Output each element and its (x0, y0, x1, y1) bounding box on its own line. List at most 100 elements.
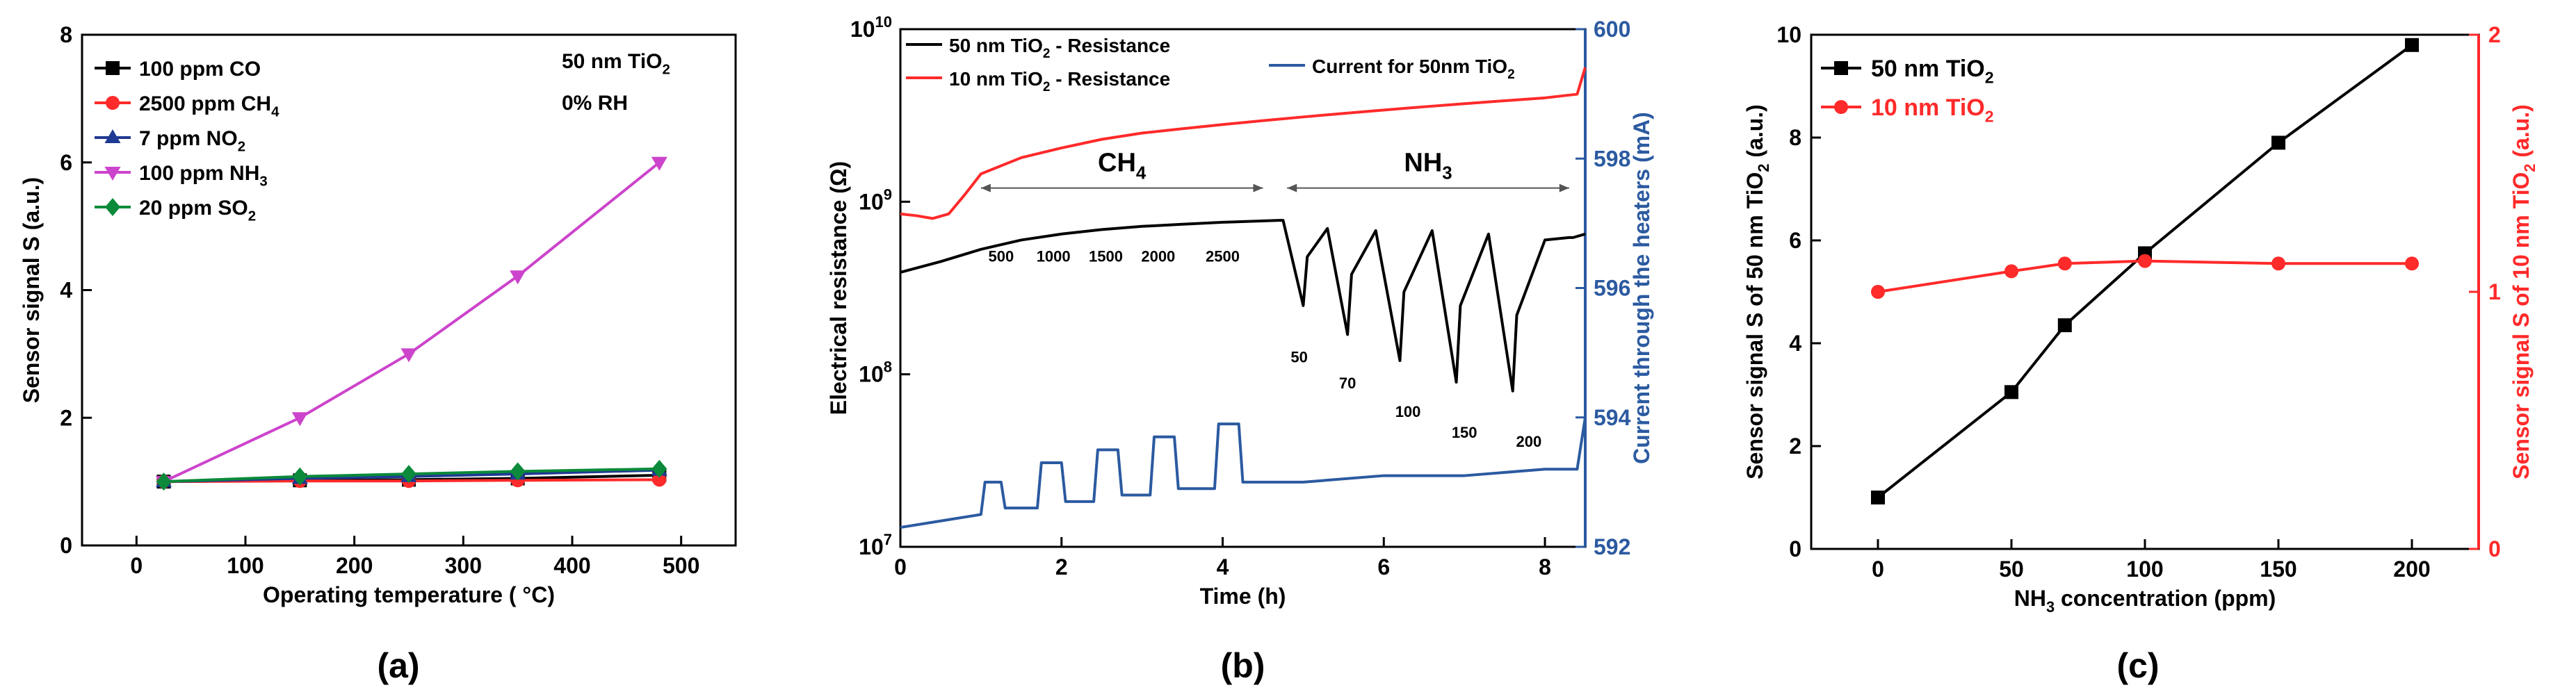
y2-tick-label: 1 (2488, 279, 2501, 304)
series-line (900, 67, 1587, 220)
concentration-label: 500 (988, 247, 1014, 265)
gas-arrow-head (1287, 183, 1297, 192)
y2-tick-label: 598 (1594, 146, 1630, 171)
annotation-humidity: 0% RH (562, 92, 628, 115)
data-point (651, 459, 667, 478)
y-tick-label: 8 (60, 22, 72, 47)
legend-marker (105, 198, 120, 216)
y2-tick-label: 594 (1594, 405, 1631, 430)
data-point (2004, 264, 2018, 279)
panel-label: (b) (1221, 646, 1265, 685)
data-point (156, 472, 172, 491)
panel-b-chart: 0 2 4 6 8 107 108 109 1010 592 594 596 598 600 Time (h… (826, 13, 1654, 685)
y2-tick-label: 592 (1594, 534, 1630, 559)
x-axis-label: NH3 concentration (ppm) (2014, 586, 2276, 616)
legend-entry: 50 nm TiO2 - Resistance (949, 35, 1170, 61)
data-point (1871, 285, 1885, 299)
x-tick-label: 400 (553, 553, 590, 578)
x-tick-label: 0 (130, 553, 143, 578)
y-tick-label: 0 (60, 533, 72, 558)
gas-arrow-head (1253, 183, 1263, 192)
legend-entry: 100 ppm NH3 (139, 162, 268, 189)
y-axis-label: Sensor signal S (a.u.) (19, 177, 44, 403)
legend-entry: 20 ppm SO2 (139, 197, 256, 224)
data-point (400, 348, 417, 363)
x-tick-label: 50 (1999, 557, 2024, 582)
y-tick-label: 109 (859, 186, 892, 214)
legend-entry: 10 nm TiO2 (1871, 94, 1994, 126)
x-axis-label: Time (h) (1200, 584, 1286, 609)
x-axis-label: Operating temperature ( °C) (263, 582, 555, 607)
y2-tick-label: 596 (1594, 276, 1630, 301)
x-tick-label: 100 (2126, 557, 2163, 582)
data-point (510, 270, 526, 285)
data-point (2271, 256, 2285, 271)
gas-arrow-head (1559, 183, 1569, 192)
legend-marker (104, 167, 121, 181)
y2-tick-label: 2 (2488, 22, 2501, 47)
x-tick-label: 150 (2260, 557, 2296, 582)
legend-entry: 7 ppm NO2 (139, 127, 245, 154)
x-tick-label: 0 (1872, 557, 1884, 582)
data-point (510, 462, 526, 481)
x-tick-label: 4 (1217, 554, 1229, 579)
data-point (2405, 256, 2419, 271)
x-tick-label: 500 (663, 553, 699, 578)
concentration-label: 2000 (1141, 247, 1175, 265)
gas-label: NH3 (1404, 149, 1452, 183)
y-tick-label: 1010 (850, 13, 892, 42)
series-line (1877, 259, 2412, 293)
series-line (900, 219, 1586, 393)
y-tick-label: 107 (859, 531, 892, 559)
y-axis-label: Electrical resistance (Ω) (826, 161, 851, 415)
concentration-label: 200 (1516, 433, 1542, 450)
x-tick-label: 200 (2393, 557, 2430, 582)
data-point (651, 156, 667, 171)
data-point (2138, 254, 2152, 268)
y-tick-label: 6 (60, 150, 72, 175)
legend-entry: 10 nm TiO2 - Resistance (949, 68, 1170, 94)
legend-entry: 100 ppm CO (139, 58, 261, 81)
data-point (401, 465, 416, 484)
y-tick-label: 4 (1789, 331, 1801, 356)
x-tick-label: 6 (1377, 554, 1390, 579)
y2-axis-label: Sensor signal S of 10 nm TiO2 (a.u.) (2509, 104, 2538, 479)
concentration-label: 1500 (1089, 247, 1123, 265)
legend-marker (1834, 61, 1848, 75)
y-tick-label: 8 (1789, 125, 1801, 150)
x-tick-label: 300 (445, 553, 482, 578)
legend-marker (1834, 100, 1848, 114)
data-point (292, 467, 308, 486)
x-tick-label: 8 (1539, 554, 1551, 579)
panel-label: (c) (2116, 646, 2159, 685)
legend-entry: 50 nm TiO2 (1871, 56, 1994, 87)
x-tick-label: 2 (1055, 554, 1068, 579)
data-point (652, 472, 667, 487)
panel-a-chart: 0 100 200 300 400 500 0 2 4 6 8 Operating temperatu… (19, 22, 737, 685)
y-tick-label: 2 (60, 405, 72, 430)
y2-axis-label: Current through the heaters (mA) (1629, 112, 1654, 464)
y-tick-label: 10 (1776, 22, 1801, 47)
data-point (2271, 135, 2285, 150)
x-tick-label: 0 (894, 554, 907, 579)
x-tick-label: 100 (227, 553, 264, 578)
panel-label: (a) (377, 646, 419, 685)
series-line (900, 417, 1587, 529)
y-axis-label: Sensor signal S of 50 nm TiO2 (a.u.) (1742, 104, 1772, 479)
data-point (2004, 385, 2018, 400)
data-point (2057, 318, 2072, 333)
y2-tick-label: 600 (1594, 17, 1630, 42)
legend-marker (106, 61, 120, 75)
y-tick-label: 4 (60, 278, 72, 303)
annotation-material: 50 nm TiO2 (562, 50, 670, 77)
data-point (2405, 38, 2419, 52)
x-tick-label: 200 (336, 553, 373, 578)
data-point (1871, 491, 1885, 504)
concentration-label: 1000 (1037, 247, 1071, 265)
concentration-label: 2500 (1206, 247, 1240, 265)
y-tick-label: 0 (1789, 536, 1801, 561)
y-tick-label: 2 (1789, 434, 1801, 459)
gas-arrow-head (980, 183, 991, 192)
